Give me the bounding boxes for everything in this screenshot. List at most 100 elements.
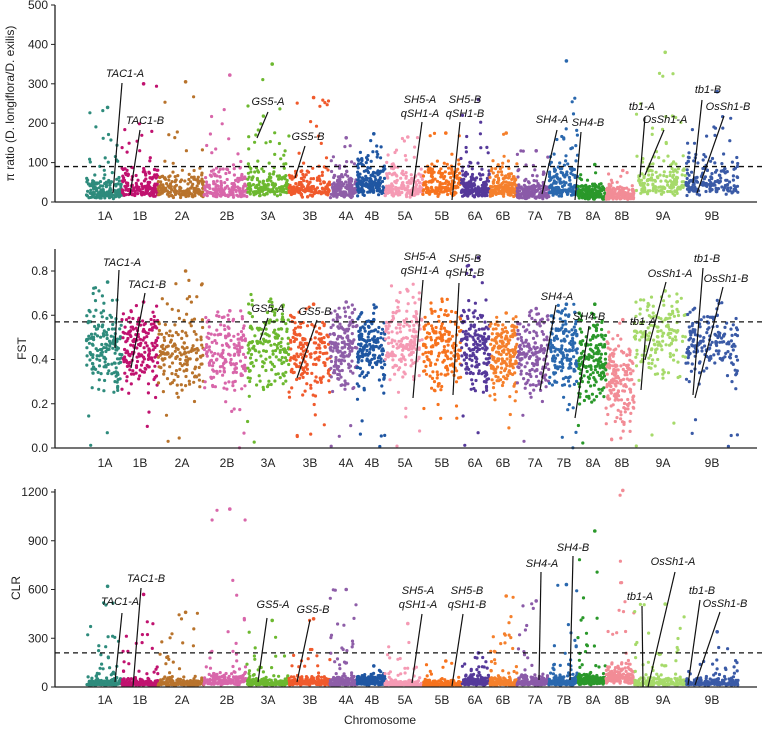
data-point bbox=[201, 325, 205, 330]
data-point bbox=[349, 195, 353, 200]
data-point bbox=[192, 175, 196, 179]
data-point bbox=[376, 152, 380, 156]
data-point bbox=[289, 347, 293, 351]
data-point bbox=[187, 172, 191, 176]
data-point bbox=[732, 187, 736, 191]
data-point bbox=[335, 365, 339, 370]
data-point bbox=[96, 348, 100, 353]
data-point bbox=[366, 335, 370, 339]
data-point bbox=[154, 188, 158, 192]
data-point bbox=[140, 354, 144, 358]
data-point bbox=[305, 382, 309, 386]
data-point bbox=[443, 373, 447, 377]
data-point bbox=[303, 360, 307, 364]
data-point bbox=[502, 192, 506, 196]
data-point bbox=[503, 183, 508, 187]
data-point bbox=[231, 319, 235, 323]
data-point bbox=[331, 318, 335, 322]
data-point bbox=[436, 373, 440, 377]
data-point bbox=[233, 367, 237, 371]
data-point bbox=[495, 184, 499, 189]
gene-label: tb1-A bbox=[629, 101, 655, 113]
data-point bbox=[446, 368, 450, 372]
data-point bbox=[532, 183, 536, 187]
data-point bbox=[630, 184, 634, 188]
data-point bbox=[279, 157, 283, 161]
data-point bbox=[133, 189, 137, 194]
data-point bbox=[137, 377, 141, 381]
data-point bbox=[593, 162, 597, 167]
x-tick-label: 5A bbox=[398, 209, 413, 223]
data-point bbox=[94, 308, 98, 312]
data-point bbox=[232, 342, 236, 346]
data-point bbox=[283, 356, 288, 360]
data-point bbox=[325, 357, 329, 361]
data-point bbox=[461, 330, 465, 334]
data-point bbox=[564, 188, 568, 192]
data-point bbox=[88, 350, 92, 355]
data-point bbox=[272, 342, 277, 346]
data-point bbox=[317, 355, 322, 359]
gene-annotation: OsSh1-A bbox=[643, 114, 687, 176]
data-point bbox=[479, 193, 483, 197]
data-point bbox=[195, 347, 199, 351]
data-point bbox=[566, 162, 570, 166]
data-point bbox=[343, 350, 347, 354]
data-point bbox=[642, 176, 646, 180]
data-point bbox=[598, 189, 602, 193]
data-point bbox=[686, 159, 691, 164]
data-point bbox=[211, 364, 215, 368]
data-point bbox=[650, 126, 655, 130]
data-point bbox=[730, 191, 734, 195]
data-point bbox=[562, 180, 566, 184]
data-point bbox=[188, 382, 192, 386]
data-point bbox=[721, 169, 725, 173]
data-point bbox=[519, 149, 523, 153]
data-point bbox=[713, 183, 717, 187]
data-point bbox=[99, 192, 103, 196]
data-point bbox=[138, 149, 142, 153]
data-point bbox=[502, 154, 506, 158]
data-point bbox=[252, 440, 256, 444]
data-point bbox=[109, 138, 113, 142]
data-point bbox=[563, 175, 567, 179]
data-point bbox=[231, 384, 235, 388]
data-point bbox=[469, 182, 473, 186]
data-point bbox=[384, 337, 388, 341]
data-point bbox=[293, 191, 297, 195]
data-point bbox=[143, 170, 147, 174]
data-point bbox=[417, 374, 421, 378]
data-point bbox=[406, 302, 410, 306]
data-point bbox=[273, 379, 277, 383]
data-point bbox=[687, 173, 691, 177]
data-point bbox=[344, 300, 349, 304]
data-point bbox=[104, 185, 108, 189]
data-point bbox=[422, 188, 426, 192]
data-point bbox=[99, 311, 103, 315]
data-point bbox=[646, 192, 650, 196]
data-point bbox=[108, 313, 112, 317]
data-point bbox=[328, 183, 332, 187]
y-tick-label: 500 bbox=[28, 0, 48, 12]
data-point bbox=[685, 184, 689, 188]
data-point bbox=[111, 322, 115, 327]
data-point bbox=[370, 357, 374, 361]
data-point bbox=[120, 318, 124, 322]
data-point bbox=[170, 307, 174, 311]
data-point bbox=[298, 191, 302, 195]
data-point bbox=[450, 370, 454, 374]
data-point bbox=[560, 184, 565, 189]
data-point bbox=[424, 336, 428, 340]
data-point bbox=[604, 197, 609, 201]
data-point bbox=[184, 374, 188, 379]
data-point bbox=[356, 350, 361, 354]
data-point bbox=[546, 155, 550, 159]
data-point bbox=[282, 360, 286, 364]
data-point bbox=[461, 188, 465, 192]
data-point bbox=[208, 173, 212, 177]
data-point bbox=[450, 309, 454, 314]
data-point bbox=[128, 354, 132, 358]
data-point bbox=[313, 379, 317, 383]
data-point bbox=[340, 336, 345, 340]
data-point bbox=[311, 95, 316, 100]
